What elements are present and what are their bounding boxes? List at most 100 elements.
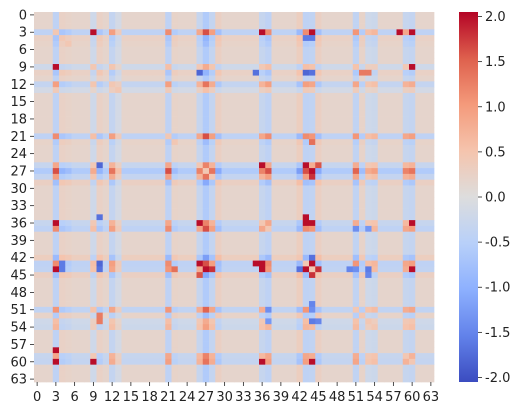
heatmap-cell (234, 249, 241, 256)
heatmap-cell (340, 104, 347, 111)
heatmap-cell (215, 64, 222, 71)
heatmap-cell (371, 266, 379, 273)
heatmap-cell (396, 144, 404, 152)
heatmap-cell (177, 220, 185, 227)
heatmap-cell (209, 306, 216, 313)
heatmap-cell (96, 110, 104, 117)
heatmap-cell (59, 144, 66, 152)
heatmap-cell (215, 376, 222, 383)
heatmap-cell (284, 295, 291, 302)
heatmap-cell (415, 87, 422, 94)
heatmap-cell (40, 376, 47, 383)
heatmap-cell (146, 249, 154, 256)
heatmap-cell (184, 173, 191, 181)
heatmap-cell (215, 347, 222, 354)
heatmap-cell (352, 364, 360, 371)
heatmap-cell (171, 335, 179, 342)
heatmap-cell (209, 104, 216, 111)
heatmap-cell (152, 364, 160, 371)
heatmap-cell (384, 347, 391, 354)
heatmap-cell (240, 306, 247, 313)
heatmap-cell (221, 40, 229, 48)
heatmap-cell (346, 40, 354, 48)
heatmap-cell (209, 341, 216, 348)
heatmap-cell (371, 69, 379, 76)
heatmap-cell (227, 260, 235, 267)
heatmap-cell (340, 225, 347, 233)
heatmap-cell (190, 87, 197, 94)
heatmap-cell (427, 173, 435, 181)
heatmap-cell (152, 150, 160, 157)
heatmap-cell (221, 220, 229, 227)
heatmap-cell (334, 58, 341, 65)
heatmap-cell (127, 208, 135, 215)
heatmap-cell (40, 104, 47, 111)
heatmap-cell (402, 64, 410, 71)
heatmap-cell (221, 104, 229, 111)
heatmap-cell (109, 29, 116, 36)
heatmap-cell (240, 150, 247, 157)
heatmap-cell (227, 318, 235, 325)
heatmap-cell (115, 116, 122, 123)
heatmap-cell (46, 64, 54, 71)
heatmap-cell (415, 324, 422, 331)
heatmap-cell (202, 220, 210, 227)
heatmap-cell (171, 150, 179, 157)
heatmap-cell (127, 364, 135, 371)
heatmap-cell (284, 23, 291, 30)
heatmap-cell (34, 358, 41, 366)
heatmap-cell (46, 40, 54, 48)
heatmap-cell (384, 237, 391, 244)
heatmap-cell (359, 277, 366, 285)
heatmap-cell (215, 179, 222, 186)
heatmap-cell (365, 254, 372, 261)
heatmap-cell (40, 35, 47, 42)
heatmap-cell (296, 370, 304, 377)
heatmap-cell (71, 116, 79, 123)
heatmap-cell (96, 370, 104, 377)
heatmap-cell (59, 202, 66, 209)
heatmap-cell (321, 81, 329, 88)
heatmap-cell (65, 127, 72, 134)
heatmap-cell (34, 277, 41, 285)
heatmap-cell (302, 283, 310, 290)
heatmap-cell (284, 98, 291, 105)
heatmap-cell (190, 110, 197, 117)
heatmap-cell (102, 312, 110, 319)
heatmap-cell (284, 185, 291, 192)
heatmap-cell (46, 341, 54, 348)
heatmap-cell (84, 23, 91, 30)
heatmap-cell (140, 168, 147, 175)
heatmap-cell (346, 370, 354, 377)
heatmap-cell (159, 364, 166, 371)
heatmap-cell (202, 121, 210, 128)
heatmap-cell (334, 35, 341, 42)
heatmap-cell (134, 87, 141, 94)
heatmap-cell (402, 23, 410, 30)
heatmap-cell (321, 127, 329, 134)
heatmap-cell (52, 318, 60, 325)
heatmap-cell (402, 98, 410, 105)
heatmap-cell (140, 150, 147, 157)
heatmap-cell (265, 104, 272, 111)
heatmap-cell (190, 17, 197, 24)
heatmap-cell (246, 364, 254, 371)
heatmap-cell (202, 272, 210, 279)
heatmap-cell (359, 358, 366, 366)
heatmap-cell (127, 162, 135, 169)
heatmap-cell (121, 220, 129, 227)
heatmap-cell (415, 260, 422, 267)
heatmap-cell (390, 127, 397, 134)
heatmap-cell (102, 87, 110, 94)
heatmap-cell (140, 202, 147, 209)
heatmap-cell (209, 289, 216, 296)
heatmap-cell (59, 168, 66, 175)
heatmap-cell (290, 179, 297, 186)
heatmap-cell (84, 306, 91, 313)
heatmap-cell (296, 347, 304, 354)
heatmap-cell (371, 370, 379, 377)
heatmap-cell (159, 324, 166, 331)
heatmap-cell (102, 243, 110, 250)
heatmap-cell (121, 98, 129, 105)
heatmap-cell (315, 40, 322, 48)
